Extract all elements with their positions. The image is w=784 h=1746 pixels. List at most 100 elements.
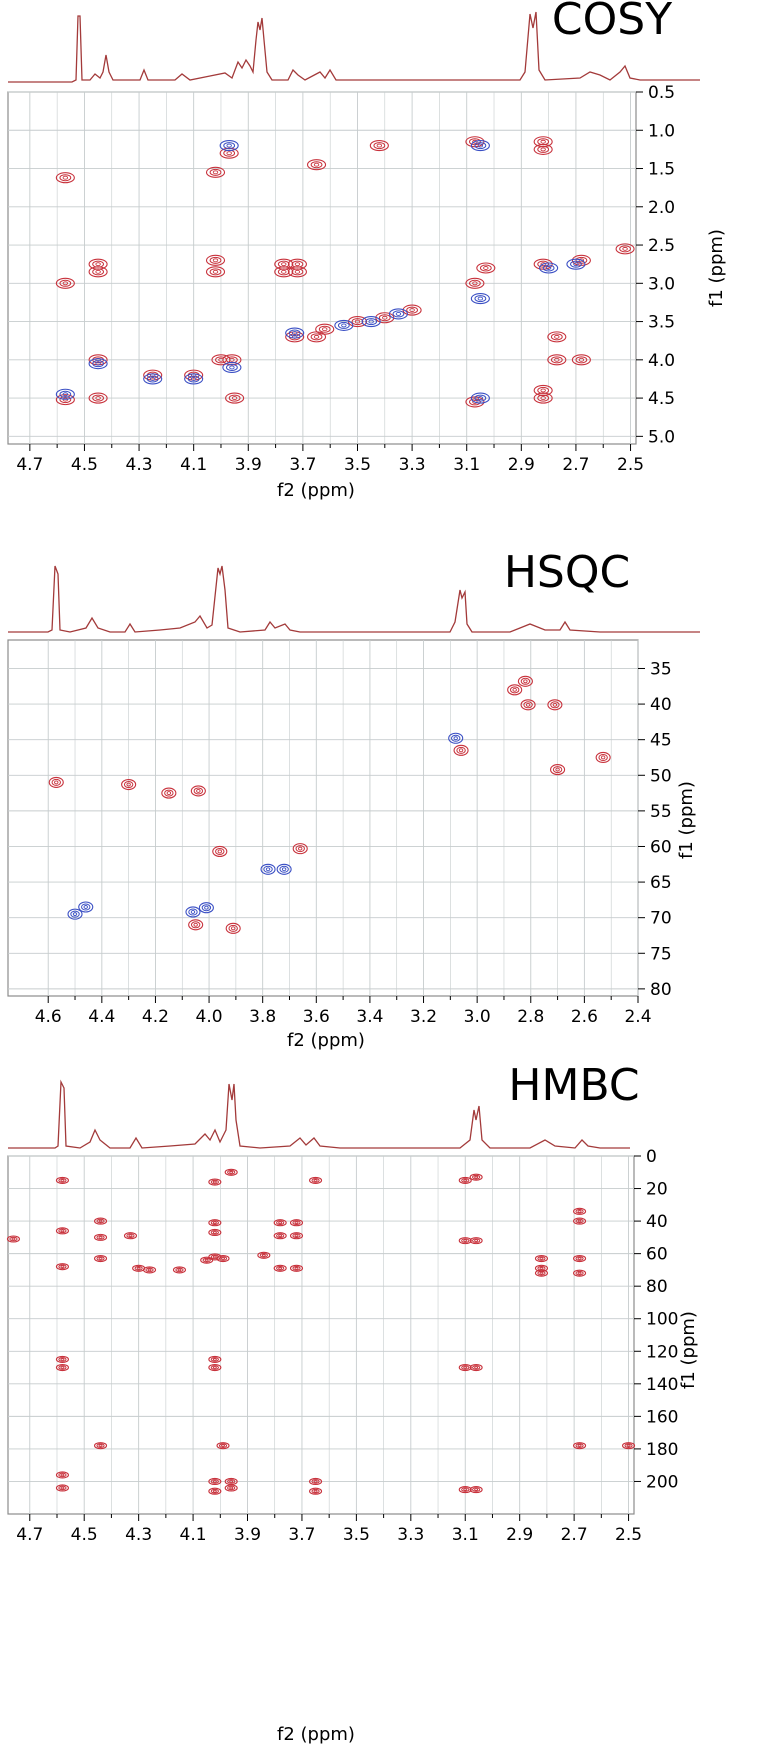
hmbc-x-axis-label: f2 (ppm)	[277, 1724, 355, 1745]
cross-peak	[225, 392, 245, 404]
x-tick-label: 3.9	[234, 1525, 261, 1545]
cross-peak	[289, 1219, 304, 1227]
hmbc-title: HMBC	[508, 1060, 639, 1111]
cross-peak	[309, 1487, 323, 1495]
y-tick-label: 2.5	[648, 236, 675, 256]
hsqc-plot-frame	[7, 639, 639, 997]
x-tick-label: 2.9	[506, 1525, 533, 1545]
y-tick-label: 45	[650, 731, 672, 751]
cross-peak	[190, 785, 206, 797]
cross-peak	[260, 863, 276, 875]
x-tick-label: 4.2	[142, 1007, 169, 1027]
x-tick-label: 3.1	[453, 455, 480, 475]
y-tick-label: 0	[646, 1147, 657, 1167]
y-tick-label: 180	[646, 1440, 678, 1460]
hmbc-y-axis-label: f1 (ppm)	[678, 1311, 699, 1389]
cross-peak	[93, 1217, 108, 1225]
cross-peak	[208, 1363, 222, 1372]
cross-peak	[55, 388, 75, 400]
cross-peak	[205, 266, 226, 278]
x-tick-label: 2.4	[624, 1007, 651, 1027]
cross-peak	[225, 922, 241, 934]
cross-peak	[469, 1363, 483, 1372]
cosy-y-axis-label: f1 (ppm)	[706, 229, 727, 307]
y-tick-label: 80	[646, 1277, 668, 1297]
hsqc-1d-trace	[8, 565, 700, 633]
cross-peak	[121, 778, 137, 791]
cross-peak	[469, 1486, 483, 1494]
y-tick-label: 5.0	[648, 427, 675, 447]
cross-peak	[208, 1178, 222, 1186]
y-tick-label: 140	[646, 1375, 678, 1395]
cross-peak	[222, 361, 242, 374]
cross-peak	[55, 1263, 69, 1271]
cross-peak	[547, 331, 567, 343]
cross-peak	[369, 140, 389, 152]
x-tick-label: 4.7	[16, 1525, 43, 1545]
cosy-plot-frame	[7, 91, 637, 445]
y-tick-label: 70	[650, 909, 672, 929]
cross-peak	[507, 684, 523, 696]
x-tick-label: 2.7	[561, 1525, 588, 1545]
cross-peak	[285, 327, 305, 339]
cross-peak	[48, 776, 64, 788]
cross-peak	[185, 906, 201, 918]
y-tick-label: 40	[646, 1212, 668, 1232]
cross-peak	[78, 901, 94, 913]
cross-peak	[93, 1233, 108, 1241]
cross-peak	[534, 1254, 549, 1263]
cross-peak	[292, 843, 308, 855]
cross-peak	[469, 1173, 483, 1181]
x-tick-label: 3.3	[397, 1525, 424, 1545]
cross-peak	[615, 243, 635, 255]
cross-peak	[465, 277, 485, 289]
x-tick-label: 3.1	[452, 1525, 479, 1545]
cosy-panel: COSY 4.7 4.5 4.3 4.1 3.9 3.7 3.5 3.3 3.1 2.9 2.7 2.…	[7, 0, 727, 501]
cross-peak	[458, 1363, 472, 1372]
cross-peak	[289, 1264, 304, 1272]
cross-peak	[208, 1477, 222, 1486]
cross-peak	[476, 262, 496, 274]
y-tick-label: 3.0	[648, 274, 675, 294]
cosy-1d-trace	[8, 11, 700, 83]
cross-peak	[55, 1227, 69, 1235]
x-tick-label: 4.6	[35, 1007, 62, 1027]
cross-peak	[257, 1251, 271, 1259]
cross-peak	[200, 1256, 214, 1264]
y-tick-label: 60	[650, 837, 672, 857]
cross-peak	[216, 1442, 230, 1450]
cross-peak	[309, 1176, 323, 1184]
cross-peak	[212, 845, 228, 858]
cross-peak	[208, 1355, 222, 1363]
cross-peak	[547, 699, 563, 711]
x-tick-label: 3.5	[344, 455, 371, 475]
cross-peak	[88, 392, 108, 404]
x-tick-label: 2.6	[571, 1007, 598, 1027]
y-tick-label: 1.0	[648, 121, 675, 141]
y-tick-label: 35	[650, 659, 672, 679]
y-tick-label: 55	[650, 802, 672, 822]
y-tick-label: 80	[650, 980, 672, 1000]
hsqc-y-axis-label: f1 (ppm)	[676, 781, 697, 859]
cross-peak	[388, 308, 409, 320]
x-tick-label: 3.2	[410, 1007, 437, 1027]
cross-peak	[55, 1484, 69, 1492]
y-tick-label: 2.0	[648, 198, 675, 218]
x-tick-label: 3.0	[464, 1007, 491, 1027]
cross-peak	[161, 787, 177, 799]
cross-peak	[458, 1237, 472, 1245]
x-tick-label: 4.5	[71, 455, 98, 475]
cross-peak	[573, 1269, 587, 1277]
cosy-x-axis-label: f2 (ppm)	[277, 480, 355, 501]
x-tick-label: 4.3	[126, 455, 153, 475]
cross-peak	[550, 764, 566, 776]
cross-peak	[123, 1232, 138, 1240]
y-tick-label: 40	[650, 695, 672, 715]
y-tick-label: 3.5	[648, 313, 675, 333]
cross-peak	[205, 254, 226, 266]
cross-peak	[287, 266, 307, 278]
cross-peak	[458, 1176, 472, 1184]
cross-peak	[573, 1442, 587, 1450]
cross-peak	[306, 331, 327, 343]
